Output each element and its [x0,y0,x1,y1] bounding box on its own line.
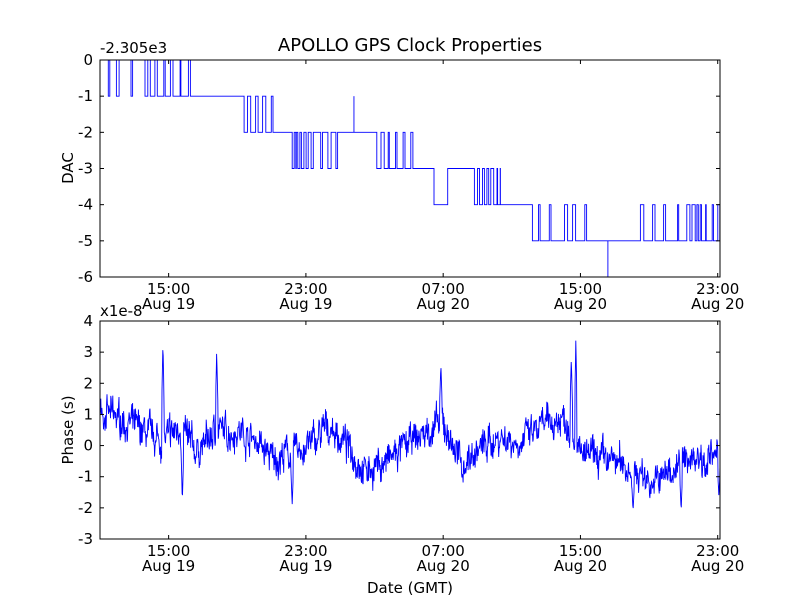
dac-x-tick-date: Aug 19 [142,295,195,313]
phase-y-tick-label: 3 [83,343,93,361]
dac-x-tick-time: 15:00 [559,280,602,298]
phase-series [100,340,720,509]
phase-x-tick-date: Aug 20 [691,557,744,575]
phase-x-tick-time: 07:00 [422,542,465,560]
dac-x-tick-time: 23:00 [284,280,327,298]
dac-axes-frame [99,59,721,278]
phase-x-tick-date: Aug 20 [554,557,607,575]
phase-offset-label: x1e-8 [100,302,143,320]
phase-line [100,340,720,509]
phase-x-tick-time: 23:00 [696,542,739,560]
dac-x-tick-date: Aug 20 [691,295,744,313]
dac-y-axis-label: DAC [59,152,77,184]
dac-x-tick-date: Aug 19 [279,295,332,313]
phase-y-tick-label: -2 [78,499,93,517]
dac-y-tick-label: -4 [78,196,93,214]
dac-y-tick-label: -1 [78,87,93,105]
phase-y-tick-label: -1 [78,468,93,486]
phase-y-tick-label: 4 [83,312,93,330]
phase-x-tick-date: Aug 19 [142,557,195,575]
dac-y-tick-label: 0 [83,51,93,69]
dac-y-tick-label: -6 [78,268,93,286]
dac-offset-label: -2.305e3 [100,39,167,57]
phase-y-tick-label: 0 [83,437,93,455]
phase-y-axis-label: Phase (s) [59,395,77,464]
dac-series [100,60,720,277]
dac-x-tick-date: Aug 20 [417,295,470,313]
phase-y-tick-label: 1 [83,405,93,423]
dac-panel: APOLLO GPS Clock Properties -2.305e3 DAC… [59,35,744,313]
dac-y-tick-label: -3 [78,160,93,178]
phase-x-tick-time: 15:00 [559,542,602,560]
phase-x-tick-time: 15:00 [147,542,190,560]
dac-x-tick-time: 23:00 [696,280,739,298]
dac-line [100,60,720,242]
phase-y-tick-label: -3 [78,530,93,548]
dac-x-tick-time: 07:00 [422,280,465,298]
dac-x-tick-time: 15:00 [147,280,190,298]
phase-panel: x1e-8 Phase (s) Date (GMT) 4 3 2 1 0 -1 -2 -3 15… [59,302,744,597]
dac-y-tick-label: -5 [78,232,93,250]
x-axis-label: Date (GMT) [367,579,453,597]
phase-axes-frame [99,320,721,540]
phase-x-tick-date: Aug 19 [279,557,332,575]
phase-x-tick-time: 23:00 [284,542,327,560]
dac-x-tick-date: Aug 20 [554,295,607,313]
chart-title: APOLLO GPS Clock Properties [278,35,542,56]
dac-y-tick-label: -2 [78,123,93,141]
phase-x-tick-date: Aug 20 [417,557,470,575]
phase-y-tick-label: 2 [83,374,93,392]
